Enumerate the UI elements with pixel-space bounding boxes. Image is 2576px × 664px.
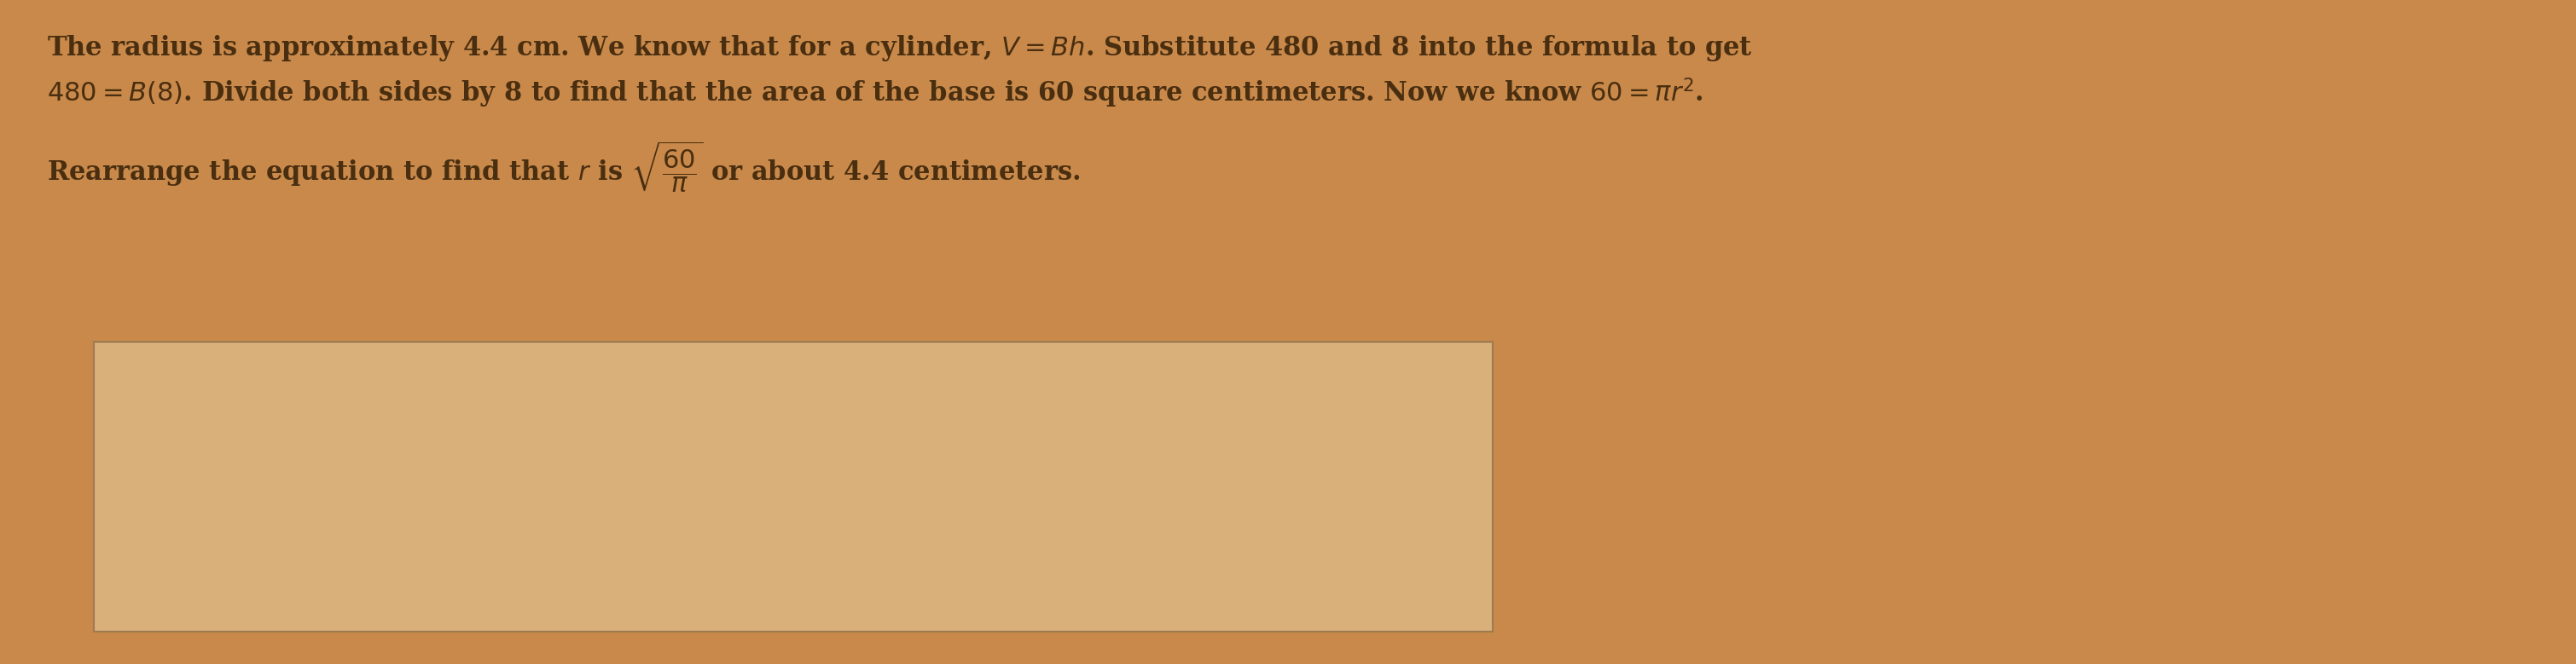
Text: $480 = B(8)$. Divide both sides by 8 to find that the area of the base is 60 squ: $480 = B(8)$. Divide both sides by 8 to … xyxy=(46,76,1703,110)
Bar xyxy=(93,342,1492,631)
Text: Rearrange the equation to find that $r$ is $\sqrt{\dfrac{60}{\pi}}$ or about 4.4: Rearrange the equation to find that $r$ … xyxy=(46,140,1079,195)
Text: The radius is approximately 4.4 cm. We know that for a cylinder, $V = Bh$. Subst: The radius is approximately 4.4 cm. We k… xyxy=(46,33,1752,63)
